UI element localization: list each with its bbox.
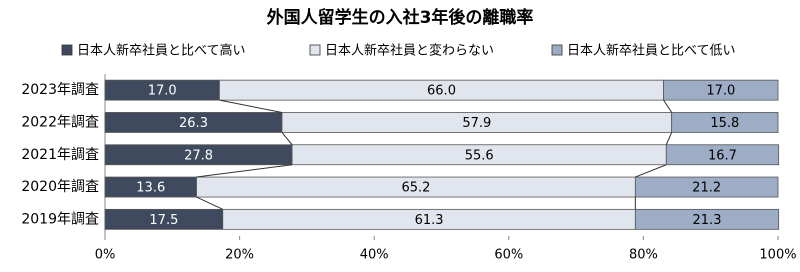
connector-line <box>196 164 293 178</box>
connector-line <box>219 99 283 113</box>
x-tick-label: 80% <box>629 248 658 263</box>
value-label: 17.0 <box>706 84 735 99</box>
bar-segment <box>634 208 780 230</box>
connector-line <box>281 132 293 146</box>
y-tick-label: 2019年調査 <box>21 211 99 227</box>
bar-segment <box>634 176 779 198</box>
value-label: 17.0 <box>148 84 177 99</box>
legend-swatch <box>309 44 321 56</box>
y-tick-label: 2023年調査 <box>21 82 99 98</box>
bar-segment <box>671 112 779 133</box>
value-label: 27.8 <box>184 148 213 163</box>
x-tick-label: 40% <box>360 248 389 263</box>
value-label: 21.3 <box>693 213 722 228</box>
bar-segment <box>663 79 779 101</box>
value-label: 57.9 <box>462 116 491 131</box>
chart-title: 外国人留学生の入社3年後の離職率 <box>267 7 534 28</box>
value-label: 13.6 <box>136 181 165 196</box>
legend-label: 日本人新卒社員と比べて低い <box>567 43 735 59</box>
legend-label: 日本人新卒社員と比べて高い <box>77 43 245 59</box>
connector-line <box>665 132 673 145</box>
value-label: 16.7 <box>708 148 737 163</box>
legend-label: 日本人新卒社員と変わらない <box>325 43 494 59</box>
y-tick-label: 2020年調査 <box>21 179 99 195</box>
value-label: 21.2 <box>692 181 721 196</box>
legend-swatch <box>551 44 563 56</box>
connector-line <box>635 164 667 178</box>
legend-swatch <box>61 44 73 56</box>
y-tick-label: 2022年調査 <box>21 114 99 130</box>
connector-line <box>663 99 673 113</box>
value-label: 65.2 <box>401 181 430 196</box>
value-label: 15.8 <box>710 116 739 131</box>
value-label: 61.3 <box>415 213 444 228</box>
x-tick-label: 20% <box>225 248 254 263</box>
x-tick-label: 100% <box>759 248 796 263</box>
y-tick-label: 2021年調査 <box>21 147 99 163</box>
connector-line <box>196 196 223 210</box>
value-label: 66.0 <box>427 84 456 99</box>
x-tick-label: 60% <box>494 248 523 263</box>
value-label: 26.3 <box>179 116 208 131</box>
x-tick-label: 0% <box>95 248 116 263</box>
value-label: 17.5 <box>149 213 178 228</box>
value-label: 55.6 <box>465 148 494 163</box>
bar-segment <box>665 144 780 166</box>
